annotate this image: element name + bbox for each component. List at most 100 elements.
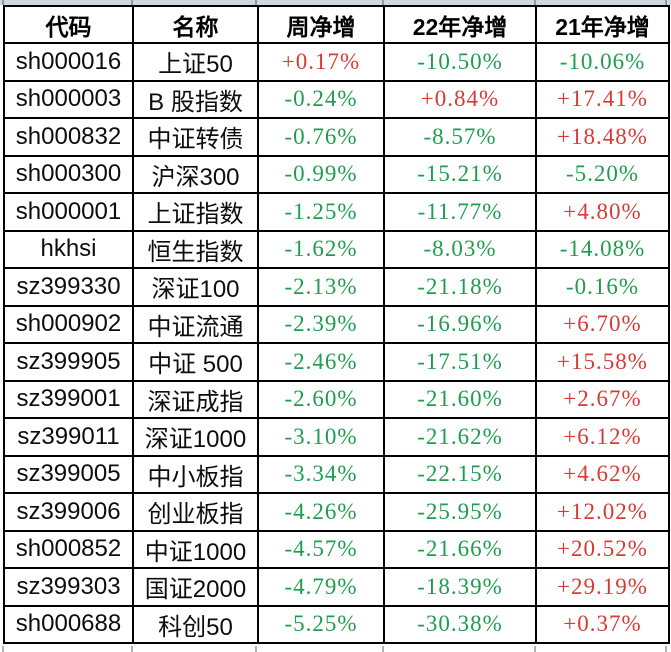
gridline-stub xyxy=(382,0,384,5)
gridline-stub xyxy=(131,0,133,5)
gridline-stub xyxy=(2,646,4,652)
cell-week-change: -1.25% xyxy=(257,192,385,232)
cell-week-change: -4.57% xyxy=(257,529,385,569)
spreadsheet-bottom-edge xyxy=(0,646,671,652)
table-row: sz399905 中证 500 -2.46% -17.51% +15.58% xyxy=(3,342,670,382)
cell-name: 深证成指 xyxy=(132,379,259,419)
cell-2022-change: -16.96% xyxy=(383,304,537,344)
cell-2022-change: -10.50% xyxy=(383,42,537,82)
cell-code: sz399005 xyxy=(3,454,134,494)
cell-2021-change: -5.20% xyxy=(535,154,670,194)
cell-name: 沪深300 xyxy=(132,154,259,194)
table-row: sz399303 国证2000 -4.79% -18.39% +29.19% xyxy=(3,567,670,607)
cell-name: 中证1000 xyxy=(132,529,259,569)
cell-2021-change: +12.02% xyxy=(535,492,670,532)
col-header-2022-change: 22年净增 xyxy=(383,5,537,44)
cell-week-change: -2.39% xyxy=(257,304,385,344)
cell-name: 中证 500 xyxy=(132,342,259,382)
cell-2022-change: -21.66% xyxy=(383,529,537,569)
cell-week-change: +0.17% xyxy=(257,42,385,82)
cell-2021-change: -14.08% xyxy=(535,229,670,269)
table-row: sh000001 上证指数 -1.25% -11.77% +4.80% xyxy=(3,192,670,232)
gridline-stub xyxy=(255,0,257,5)
cell-2022-change: -21.62% xyxy=(383,417,537,457)
cell-week-change: -0.99% xyxy=(257,154,385,194)
cell-2021-change: +0.37% xyxy=(535,604,670,644)
table-row: sz399330 深证100 -2.13% -21.18% -0.16% xyxy=(3,267,670,307)
cell-2022-change: -21.18% xyxy=(383,267,537,307)
cell-2022-change: -15.21% xyxy=(383,154,537,194)
table-row: sh000832 中证转债 -0.76% -8.57% +18.48% xyxy=(3,117,670,157)
cell-week-change: -4.26% xyxy=(257,492,385,532)
index-performance-table: 代码 名称 周净增 22年净增 21年净增 sh000016 上证50 +0.1… xyxy=(3,5,670,644)
cell-code: sh000688 xyxy=(3,604,134,644)
cell-name: 国证2000 xyxy=(132,567,259,607)
cell-week-change: -2.13% xyxy=(257,267,385,307)
cell-name: 上证指数 xyxy=(132,192,259,232)
col-header-name: 名称 xyxy=(132,5,259,44)
cell-2021-change: +20.52% xyxy=(535,529,670,569)
table-row: sh000300 沪深300 -0.99% -15.21% -5.20% xyxy=(3,154,670,194)
cell-2021-change: +6.70% xyxy=(535,304,670,344)
cell-week-change: -4.79% xyxy=(257,567,385,607)
cell-name: 恒生指数 xyxy=(132,229,259,269)
cell-code: sh000003 xyxy=(3,79,134,119)
cell-week-change: -5.25% xyxy=(257,604,385,644)
table-row: sh000016 上证50 +0.17% -10.50% -10.06% xyxy=(3,42,670,82)
cell-code: sz399330 xyxy=(3,267,134,307)
table-row: sz399001 深证成指 -2.60% -21.60% +2.67% xyxy=(3,379,670,419)
cell-week-change: -3.10% xyxy=(257,417,385,457)
cell-code: sh000001 xyxy=(3,192,134,232)
spreadsheet-top-edge xyxy=(0,0,671,5)
cell-week-change: -2.46% xyxy=(257,342,385,382)
cell-2021-change: +2.67% xyxy=(535,379,670,419)
cell-2022-change: -22.15% xyxy=(383,454,537,494)
cell-2021-change: +18.48% xyxy=(535,117,670,157)
table-row: sh000688 科创50 -5.25% -30.38% +0.37% xyxy=(3,604,670,644)
cell-2022-change: -8.03% xyxy=(383,229,537,269)
cell-2021-change: +4.80% xyxy=(535,192,670,232)
cell-name: 上证50 xyxy=(132,42,259,82)
cell-week-change: -3.34% xyxy=(257,454,385,494)
cell-name: 深证1000 xyxy=(132,417,259,457)
cell-2022-change: +0.84% xyxy=(383,79,537,119)
cell-code: sz399006 xyxy=(3,492,134,532)
cell-2021-change: +17.41% xyxy=(535,79,670,119)
gridline-stub xyxy=(665,0,667,5)
cell-name: 科创50 xyxy=(132,604,259,644)
gridline-stub xyxy=(665,646,667,652)
table-row: hkhsi 恒生指数 -1.62% -8.03% -14.08% xyxy=(3,229,670,269)
cell-2022-change: -18.39% xyxy=(383,567,537,607)
cell-week-change: -1.62% xyxy=(257,229,385,269)
cell-name: 中证流通 xyxy=(132,304,259,344)
cell-2022-change: -8.57% xyxy=(383,117,537,157)
cell-2022-change: -30.38% xyxy=(383,604,537,644)
col-header-week-change: 周净增 xyxy=(257,5,385,44)
cell-week-change: -2.60% xyxy=(257,379,385,419)
gridline-stub xyxy=(255,646,257,652)
cell-code: sh000902 xyxy=(3,304,134,344)
col-header-2021-change: 21年净增 xyxy=(535,5,670,44)
cell-code: sz399011 xyxy=(3,417,134,457)
cell-code: sh000852 xyxy=(3,529,134,569)
cell-code: sz399303 xyxy=(3,567,134,607)
cell-code: sh000016 xyxy=(3,42,134,82)
table-row: sz399006 创业板指 -4.26% -25.95% +12.02% xyxy=(3,492,670,532)
cell-code: sh000300 xyxy=(3,154,134,194)
cell-code: sz399001 xyxy=(3,379,134,419)
cell-2022-change: -21.60% xyxy=(383,379,537,419)
cell-name: 深证100 xyxy=(132,267,259,307)
cell-2022-change: -11.77% xyxy=(383,192,537,232)
cell-name: 中小板指 xyxy=(132,454,259,494)
cell-2022-change: -17.51% xyxy=(383,342,537,382)
gridline-stub xyxy=(131,646,133,652)
gridline-stub xyxy=(382,646,384,652)
gridline-stub xyxy=(534,646,536,652)
cell-name: 中证转债 xyxy=(132,117,259,157)
cell-code: sh000832 xyxy=(3,117,134,157)
table-row: sh000852 中证1000 -4.57% -21.66% +20.52% xyxy=(3,529,670,569)
col-header-code: 代码 xyxy=(3,5,134,44)
cell-2021-change: +6.12% xyxy=(535,417,670,457)
cell-2021-change: +4.62% xyxy=(535,454,670,494)
